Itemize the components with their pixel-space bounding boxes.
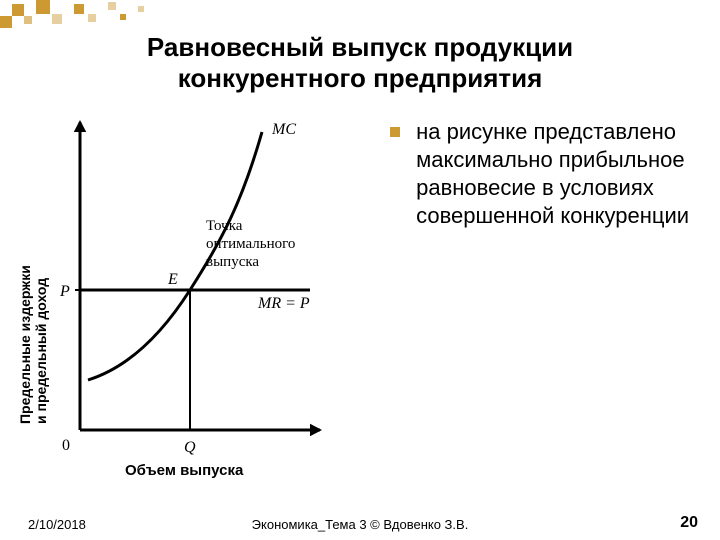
- decor-square: [74, 4, 84, 14]
- decor-strip: [0, 0, 720, 30]
- decor-square: [12, 4, 24, 16]
- decor-square: [88, 14, 96, 22]
- decor-square: [36, 0, 50, 14]
- decor-square: [120, 14, 126, 20]
- svg-text:Q: Q: [184, 439, 196, 456]
- bullet-item: на рисунке представлено максимально приб…: [390, 118, 710, 231]
- svg-text:E: E: [167, 271, 178, 288]
- decor-square: [108, 2, 116, 10]
- chart-svg: P Q 0 E MC MR = P Точка оптимального выпуска Пред…: [10, 110, 360, 490]
- decor-square: [0, 16, 12, 28]
- svg-text:Предельные издержкии предельны: Предельные издержкии предельный доход: [17, 265, 49, 424]
- svg-text:MC: MC: [271, 121, 296, 138]
- decor-square: [24, 16, 32, 24]
- svg-text:MR = P: MR = P: [257, 295, 310, 312]
- decor-square: [138, 6, 144, 12]
- bullet-marker: [390, 127, 400, 137]
- footer-page: 20: [680, 514, 698, 532]
- title-line2: конкурентного предприятия: [178, 63, 543, 93]
- svg-text:оптимального: оптимального: [206, 236, 295, 252]
- decor-square: [52, 14, 62, 24]
- bullet-text: на рисунке представлено максимально приб…: [416, 118, 706, 231]
- title-line1: Равновесный выпуск продукции: [147, 32, 573, 62]
- slide-title: Равновесный выпуск продукции конкурентно…: [0, 32, 720, 94]
- svg-text:0: 0: [62, 437, 70, 454]
- svg-text:P: P: [59, 283, 70, 300]
- svg-text:выпуска: выпуска: [206, 254, 259, 270]
- footer-credit: Экономика_Тема 3 © Вдовенко З.В.: [0, 517, 720, 532]
- svg-text:Точка: Точка: [206, 218, 243, 234]
- svg-text:Объем выпуска: Объем выпуска: [125, 462, 244, 479]
- chart: P Q 0 E MC MR = P Точка оптимального выпуска Пред…: [10, 110, 360, 490]
